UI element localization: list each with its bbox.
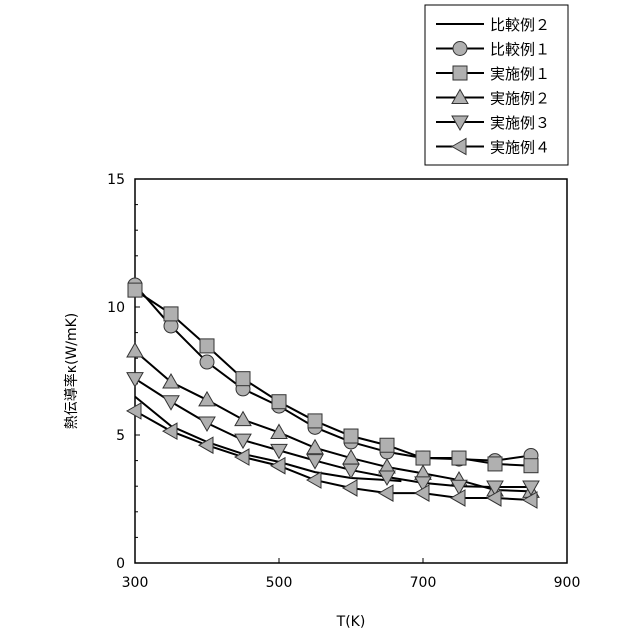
data-point <box>452 451 466 465</box>
y-tick-label: 0 <box>116 556 125 572</box>
chart: 300 500 700 900 0 5 10 15 T(K) 熱伝導率κ(W/mK) 比較例２… <box>0 0 640 640</box>
data-point <box>163 396 179 410</box>
x-tick-label: 300 <box>122 575 149 591</box>
data-point <box>307 472 321 488</box>
series-3 <box>128 283 538 473</box>
series-line <box>135 351 531 491</box>
data-point <box>453 42 467 56</box>
y-tick-label: 15 <box>107 172 125 188</box>
data-point <box>416 451 430 465</box>
data-point <box>164 307 178 321</box>
plot-area <box>135 179 567 563</box>
data-point <box>200 355 214 369</box>
legend-label: 実施例３ <box>490 114 550 132</box>
data-point <box>235 412 251 426</box>
legend-label: 比較例１ <box>490 41 550 59</box>
legend-label: 実施例１ <box>490 65 550 83</box>
x-tick-label: 500 <box>266 575 293 591</box>
data-point <box>307 440 323 454</box>
data-point <box>344 429 358 443</box>
data-point <box>488 457 502 471</box>
x-tick-label: 900 <box>554 575 581 591</box>
y-tick-label: 5 <box>116 428 125 444</box>
data-point <box>524 459 538 473</box>
data-point <box>308 414 322 428</box>
series-6 <box>127 403 537 508</box>
y-axis-label: 熱伝導率κ(W/mK) <box>63 313 80 430</box>
series-line <box>135 379 531 487</box>
data-point <box>379 485 393 501</box>
data-point <box>453 66 467 80</box>
y-tick-label: 10 <box>107 300 125 316</box>
legend: 比較例２ 比較例１ 実施例１ 実施例２ 実施例３ 実施例４ <box>425 5 568 165</box>
data-point <box>236 372 250 386</box>
data-point <box>128 283 142 297</box>
legend-label: 比較例２ <box>490 16 550 34</box>
data-point <box>343 480 357 496</box>
legend-item: 実施例１ <box>436 65 550 83</box>
data-point <box>272 395 286 409</box>
legend-label: 実施例２ <box>490 90 550 108</box>
data-point <box>127 403 141 419</box>
data-point <box>127 373 143 387</box>
data-point <box>127 343 143 357</box>
x-tick-label: 700 <box>410 575 437 591</box>
x-axis-label: T(K) <box>336 614 366 630</box>
legend-label: 実施例４ <box>490 139 550 157</box>
data-point <box>380 438 394 452</box>
data-point <box>200 339 214 353</box>
series-line <box>135 285 531 461</box>
data-point <box>199 417 215 431</box>
data-point <box>199 392 215 406</box>
